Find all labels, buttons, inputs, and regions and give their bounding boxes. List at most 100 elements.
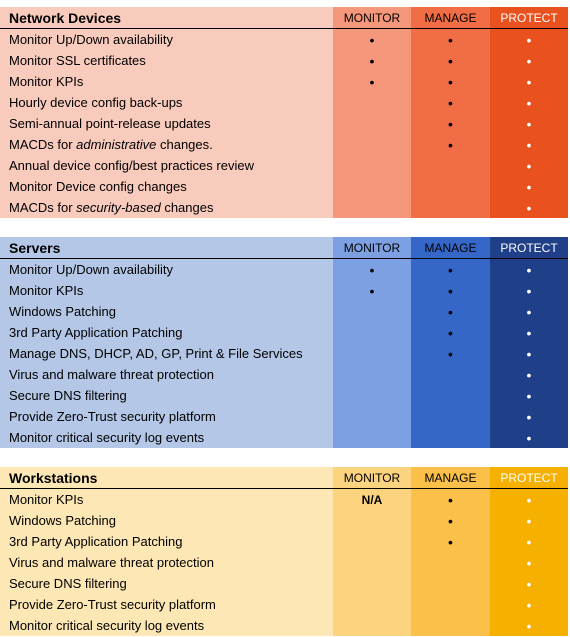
- cell: •: [490, 155, 568, 176]
- cell: [333, 552, 411, 573]
- table-row: Virus and malware threat protection •: [0, 364, 568, 385]
- label-part: administrative: [76, 137, 157, 152]
- row-label: Monitor critical security log events: [0, 427, 333, 448]
- table-row: 3rd Party Application Patching • •: [0, 531, 568, 552]
- column-header: MONITOR: [333, 467, 411, 488]
- cell: •: [490, 197, 568, 218]
- table-row: Monitor KPIs • • •: [0, 280, 568, 301]
- cell: [333, 343, 411, 364]
- table-row: Monitor Up/Down availability • • •: [0, 259, 568, 280]
- cell: •: [490, 573, 568, 594]
- column-header: MANAGE: [411, 7, 490, 28]
- row-label: Secure DNS filtering: [0, 385, 333, 406]
- cell: •: [411, 510, 490, 531]
- table-row: Virus and malware threat protection •: [0, 552, 568, 573]
- cell: [411, 427, 490, 448]
- cell: [333, 364, 411, 385]
- section: Workstations MONITOR MANAGE PROTECT Monitor …: [0, 467, 568, 636]
- cell: •: [411, 50, 490, 71]
- cell: [333, 322, 411, 343]
- cell: [333, 615, 411, 636]
- table-row: Windows Patching • •: [0, 510, 568, 531]
- table-row: Secure DNS filtering •: [0, 385, 568, 406]
- column-header: MANAGE: [411, 467, 490, 488]
- row-label: Monitor Up/Down availability: [0, 259, 333, 280]
- table-row: Monitor KPIs • • •: [0, 71, 568, 92]
- cell: •: [490, 343, 568, 364]
- section-header: Servers MONITOR MANAGE PROTECT: [0, 237, 568, 259]
- cell: •: [333, 280, 411, 301]
- label-part: changes: [160, 200, 214, 215]
- row-label: Semi-annual point-release updates: [0, 113, 333, 134]
- table-row: Monitor Device config changes •: [0, 176, 568, 197]
- cell: •: [411, 92, 490, 113]
- cell: [411, 573, 490, 594]
- column-header: MONITOR: [333, 237, 411, 258]
- table-row: Monitor critical security log events •: [0, 427, 568, 448]
- row-label: Monitor SSL certificates: [0, 50, 333, 71]
- table-row: 3rd Party Application Patching • •: [0, 322, 568, 343]
- table-row: MACDs for administrative changes. • •: [0, 134, 568, 155]
- table-row: Monitor Up/Down availability • • •: [0, 29, 568, 50]
- cell: •: [490, 301, 568, 322]
- table-row: MACDs for security-based changes •: [0, 197, 568, 218]
- cell: •: [333, 259, 411, 280]
- cell: •: [490, 71, 568, 92]
- column-header: MONITOR: [333, 7, 411, 28]
- cell: •: [411, 280, 490, 301]
- row-label: Provide Zero-Trust security platform: [0, 406, 333, 427]
- table-row: Windows Patching • •: [0, 301, 568, 322]
- cell: [333, 197, 411, 218]
- row-label: MACDs for security-based changes: [0, 197, 333, 218]
- cell: •: [411, 322, 490, 343]
- label-part: changes.: [156, 137, 213, 152]
- cell: •: [490, 615, 568, 636]
- table-row: Monitor KPIs N/A • •: [0, 489, 568, 510]
- column-header: PROTECT: [490, 237, 568, 258]
- section: Servers MONITOR MANAGE PROTECT Monitor Up/Do…: [0, 237, 568, 448]
- cell: [333, 155, 411, 176]
- cell: [411, 406, 490, 427]
- cell: •: [490, 259, 568, 280]
- cell: [411, 385, 490, 406]
- section-title: Servers: [0, 237, 333, 258]
- label-part: MACDs for: [9, 137, 77, 152]
- cell: •: [490, 489, 568, 510]
- cell: [333, 92, 411, 113]
- column-header: PROTECT: [490, 7, 568, 28]
- cell: •: [490, 594, 568, 615]
- cell: •: [411, 71, 490, 92]
- row-label: Provide Zero-Trust security platform: [0, 594, 333, 615]
- cell: •: [411, 113, 490, 134]
- cell: [333, 427, 411, 448]
- cell: •: [490, 322, 568, 343]
- row-label: Annual device config/best practices revi…: [0, 155, 333, 176]
- cell: •: [490, 385, 568, 406]
- section-header: Workstations MONITOR MANAGE PROTECT: [0, 467, 568, 489]
- cell: •: [411, 29, 490, 50]
- row-label: Monitor critical security log events: [0, 615, 333, 636]
- column-header: MANAGE: [411, 237, 490, 258]
- table-row: Secure DNS filtering •: [0, 573, 568, 594]
- cell: •: [490, 176, 568, 197]
- row-label: 3rd Party Application Patching: [0, 322, 333, 343]
- cell: [333, 113, 411, 134]
- table-row: Monitor critical security log events •: [0, 615, 568, 636]
- row-label: 3rd Party Application Patching: [0, 531, 333, 552]
- row-label: Virus and malware threat protection: [0, 364, 333, 385]
- table-row: Provide Zero-Trust security platform •: [0, 406, 568, 427]
- label-part: security-based: [76, 200, 161, 215]
- cell: •: [490, 406, 568, 427]
- row-label: Windows Patching: [0, 301, 333, 322]
- cell: [411, 615, 490, 636]
- row-label: Monitor Device config changes: [0, 176, 333, 197]
- table-row: Manage DNS, DHCP, AD, GP, Print & File S…: [0, 343, 568, 364]
- cell: •: [333, 50, 411, 71]
- cell: [411, 594, 490, 615]
- section: Network Devices MONITOR MANAGE PROTECT Monit…: [0, 7, 568, 218]
- table-row: Provide Zero-Trust security platform •: [0, 594, 568, 615]
- cell: •: [490, 427, 568, 448]
- table-row: Hourly device config back-ups • •: [0, 92, 568, 113]
